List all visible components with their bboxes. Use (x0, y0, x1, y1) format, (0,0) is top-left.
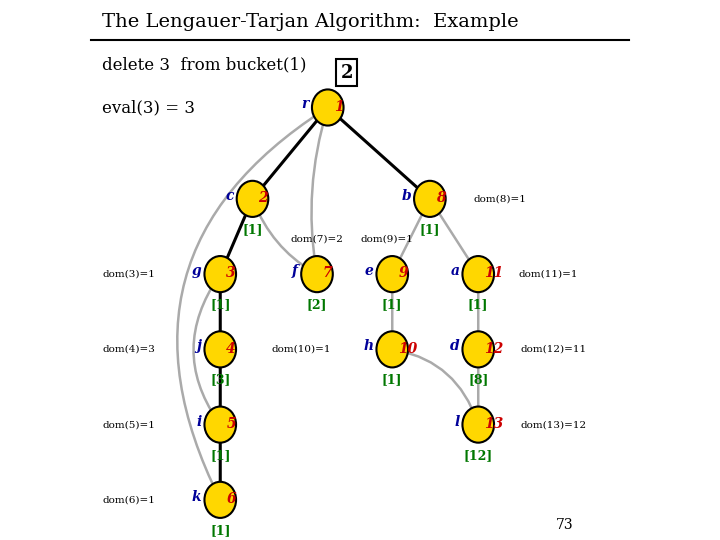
Text: [1]: [1] (210, 298, 230, 311)
Text: [2]: [2] (307, 298, 328, 311)
Text: 4: 4 (226, 342, 236, 356)
Text: dom(5)=1: dom(5)=1 (102, 420, 156, 429)
Text: i: i (196, 415, 202, 429)
Text: b: b (401, 189, 411, 203)
Text: 11: 11 (485, 266, 503, 280)
Text: 7: 7 (323, 266, 333, 280)
Text: 5: 5 (226, 417, 236, 431)
Ellipse shape (204, 482, 236, 518)
Text: [1]: [1] (242, 223, 263, 236)
Ellipse shape (204, 256, 236, 292)
Text: dom(8)=1: dom(8)=1 (473, 194, 526, 204)
Text: 2: 2 (258, 191, 268, 205)
Text: [1]: [1] (210, 524, 230, 537)
Text: dom(9)=1: dom(9)=1 (361, 235, 413, 244)
Text: eval(3) = 3: eval(3) = 3 (102, 99, 195, 117)
Text: [1]: [1] (382, 374, 402, 387)
Text: [1]: [1] (382, 298, 402, 311)
Text: d: d (450, 339, 459, 353)
Text: r: r (302, 98, 309, 111)
Text: dom(3)=1: dom(3)=1 (102, 269, 156, 279)
Text: dom(13)=12: dom(13)=12 (521, 420, 587, 429)
Text: a: a (451, 264, 459, 278)
Ellipse shape (237, 181, 269, 217)
Text: 10: 10 (398, 342, 418, 356)
Text: h: h (364, 339, 374, 353)
Text: [12]: [12] (464, 449, 493, 462)
Text: [3]: [3] (210, 374, 230, 387)
Text: [1]: [1] (420, 223, 440, 236)
Text: 3: 3 (226, 266, 236, 280)
Text: dom(6)=1: dom(6)=1 (102, 495, 156, 504)
Text: dom(11)=1: dom(11)=1 (518, 269, 578, 279)
Text: f: f (292, 264, 298, 278)
Ellipse shape (377, 332, 408, 367)
Ellipse shape (462, 332, 494, 367)
Text: 9: 9 (398, 266, 408, 280)
Text: 2: 2 (341, 64, 353, 82)
Text: 12: 12 (485, 342, 503, 356)
Text: k: k (192, 490, 202, 504)
Text: 1: 1 (334, 100, 343, 114)
Ellipse shape (204, 407, 236, 443)
Text: l: l (454, 415, 459, 429)
Text: j: j (197, 339, 202, 353)
Ellipse shape (312, 90, 343, 126)
Ellipse shape (301, 256, 333, 292)
Text: dom(10)=1: dom(10)=1 (271, 345, 330, 354)
Text: 6: 6 (226, 492, 236, 506)
Ellipse shape (462, 407, 494, 443)
Ellipse shape (414, 181, 446, 217)
Text: 8: 8 (436, 191, 446, 205)
Text: 13: 13 (485, 417, 503, 431)
Text: 73: 73 (555, 518, 573, 532)
Text: c: c (225, 189, 234, 203)
Text: dom(7)=2: dom(7)=2 (291, 235, 343, 244)
Text: [8]: [8] (468, 374, 488, 387)
Text: The Lengauer-Tarjan Algorithm:  Example: The Lengauer-Tarjan Algorithm: Example (102, 14, 518, 31)
Text: delete 3  from bucket(1): delete 3 from bucket(1) (102, 57, 307, 73)
Ellipse shape (377, 256, 408, 292)
Ellipse shape (204, 332, 236, 367)
Ellipse shape (462, 256, 494, 292)
Text: [1]: [1] (210, 449, 230, 462)
Text: e: e (364, 264, 374, 278)
Text: dom(12)=11: dom(12)=11 (521, 345, 587, 354)
Text: [1]: [1] (468, 298, 488, 311)
Text: g: g (192, 264, 202, 278)
Text: dom(4)=3: dom(4)=3 (102, 345, 156, 354)
